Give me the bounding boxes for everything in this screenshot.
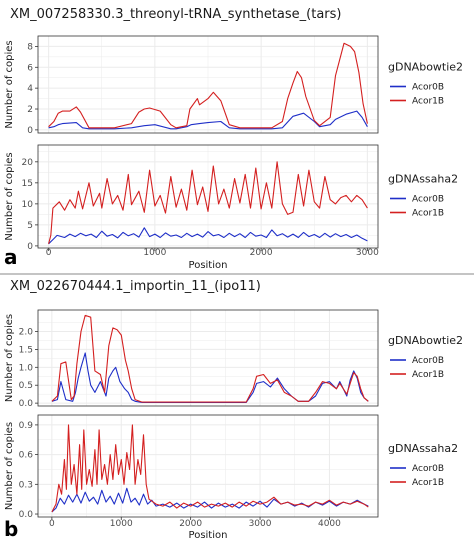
panel-border bbox=[37, 309, 379, 407]
panel-a-gDNAssaha2: 0 5 10 15 20 Number of copies gDNAssaha2 Acor0B… bbox=[4, 144, 458, 252]
y-tick-label: 4 bbox=[27, 84, 33, 94]
panel-border bbox=[37, 144, 379, 249]
legend-title: gDNAssaha2 bbox=[388, 442, 458, 455]
y-tick-label: 5 bbox=[27, 221, 33, 231]
y-axis-label: Number of copies bbox=[4, 40, 15, 128]
y-tick-label: 0.9 bbox=[19, 421, 34, 431]
y-tick-label: 1.5 bbox=[19, 345, 33, 355]
legend-label-Acor0B: Acor0B bbox=[412, 464, 444, 474]
legend-label-Acor0B: Acor0B bbox=[412, 356, 444, 366]
legend-title: gDNAbowtie2 bbox=[388, 334, 463, 347]
y-tick-label: 6 bbox=[27, 63, 33, 73]
y-tick-label: 0 bbox=[27, 242, 33, 252]
series-line-Acor1B bbox=[51, 314, 369, 403]
series-line-Acor0B bbox=[48, 227, 368, 245]
legend-label-Acor0B: Acor0B bbox=[412, 83, 444, 93]
y-tick-label: 2 bbox=[27, 105, 33, 115]
y-tick-label: 0.3 bbox=[19, 480, 33, 490]
y-tick-label: 1.0 bbox=[19, 363, 34, 373]
y-tick-label: 15 bbox=[22, 179, 33, 189]
x-axis-label: Position bbox=[189, 530, 228, 541]
x-tick-label: 2000 bbox=[250, 248, 273, 258]
panel-a-gDNAbowtie2: 0 2 4 6 8 Number of copies gDNAbowtie2 Acor0B Ac… bbox=[4, 35, 463, 136]
x-tick-label: 2000 bbox=[179, 519, 202, 529]
y-axis-label: Number of copies bbox=[4, 152, 15, 240]
section-title: XM_022670444.1_importin_11_(ipo11) bbox=[10, 279, 261, 294]
section-title: XM_007258330.3_threonyl-tRNA_synthetase_… bbox=[10, 7, 342, 22]
y-tick-label: 0.0 bbox=[19, 399, 34, 409]
y-tick-label: 20 bbox=[22, 158, 34, 168]
legend-label-Acor1B: Acor1B bbox=[412, 209, 444, 219]
y-tick-label: 0.5 bbox=[19, 381, 33, 391]
x-tick-label: 0 bbox=[46, 248, 52, 258]
x-tick-label: 3000 bbox=[249, 519, 272, 529]
y-axis-label: Number of copies bbox=[4, 314, 15, 402]
y-tick-label: 10 bbox=[22, 200, 34, 210]
x-tick-label: 3000 bbox=[356, 248, 379, 258]
legend-title: gDNAssaha2 bbox=[388, 173, 458, 186]
y-tick-label: 0.6 bbox=[19, 451, 34, 461]
panel-border bbox=[37, 35, 379, 134]
series-line-Acor1B bbox=[48, 161, 368, 244]
section-b: XM_022670444.1_importin_11_(ipo11) 0.0 0.5… bbox=[4, 279, 463, 541]
y-tick-label: 8 bbox=[27, 42, 33, 52]
x-tick-label: 1000 bbox=[110, 519, 133, 529]
x-tick-label: 1000 bbox=[143, 248, 166, 258]
panel-background bbox=[38, 310, 378, 406]
panel-letter: a bbox=[4, 245, 18, 269]
legend-label-Acor1B: Acor1B bbox=[412, 478, 444, 488]
panel-letter: b bbox=[4, 517, 18, 541]
series-line-Acor0B bbox=[48, 110, 368, 130]
y-tick-label: 2.0 bbox=[19, 327, 34, 337]
legend-label-Acor1B: Acor1B bbox=[412, 370, 444, 380]
section-a: XM_007258330.3_threonyl-tRNA_synthetase_… bbox=[4, 7, 463, 271]
series-line-Acor1B bbox=[51, 424, 369, 513]
legend-title: gDNAbowtie2 bbox=[388, 61, 463, 74]
x-axis-label: Position bbox=[189, 260, 228, 271]
legend-label-Acor1B: Acor1B bbox=[412, 97, 444, 107]
y-tick-label: 0 bbox=[27, 126, 33, 136]
panel-border bbox=[37, 414, 379, 518]
legend-label-Acor0B: Acor0B bbox=[412, 195, 444, 205]
legend: gDNAbowtie2 Acor0B Acor1B bbox=[388, 334, 463, 380]
panel-b-gDNAbowtie2: 0.0 0.5 1.0 1.5 2.0 Number of copies gDNAbowti… bbox=[4, 309, 463, 409]
y-tick-label: 0.0 bbox=[19, 510, 34, 520]
series-line-Acor1B bbox=[48, 42, 368, 129]
legend: gDNAssaha2 Acor0B Acor1B bbox=[388, 173, 458, 219]
panel-b-gDNAssaha2: 0.0 0.3 0.6 0.9 Number of copies gDNAssaha2 Ac… bbox=[4, 414, 458, 520]
legend: gDNAssaha2 Acor0B Acor1B bbox=[388, 442, 458, 488]
x-tick-label: 0 bbox=[49, 519, 55, 529]
x-tick-label: 4000 bbox=[318, 519, 341, 529]
legend: gDNAbowtie2 Acor0B Acor1B bbox=[388, 61, 463, 107]
y-axis-label: Number of copies bbox=[4, 422, 15, 510]
